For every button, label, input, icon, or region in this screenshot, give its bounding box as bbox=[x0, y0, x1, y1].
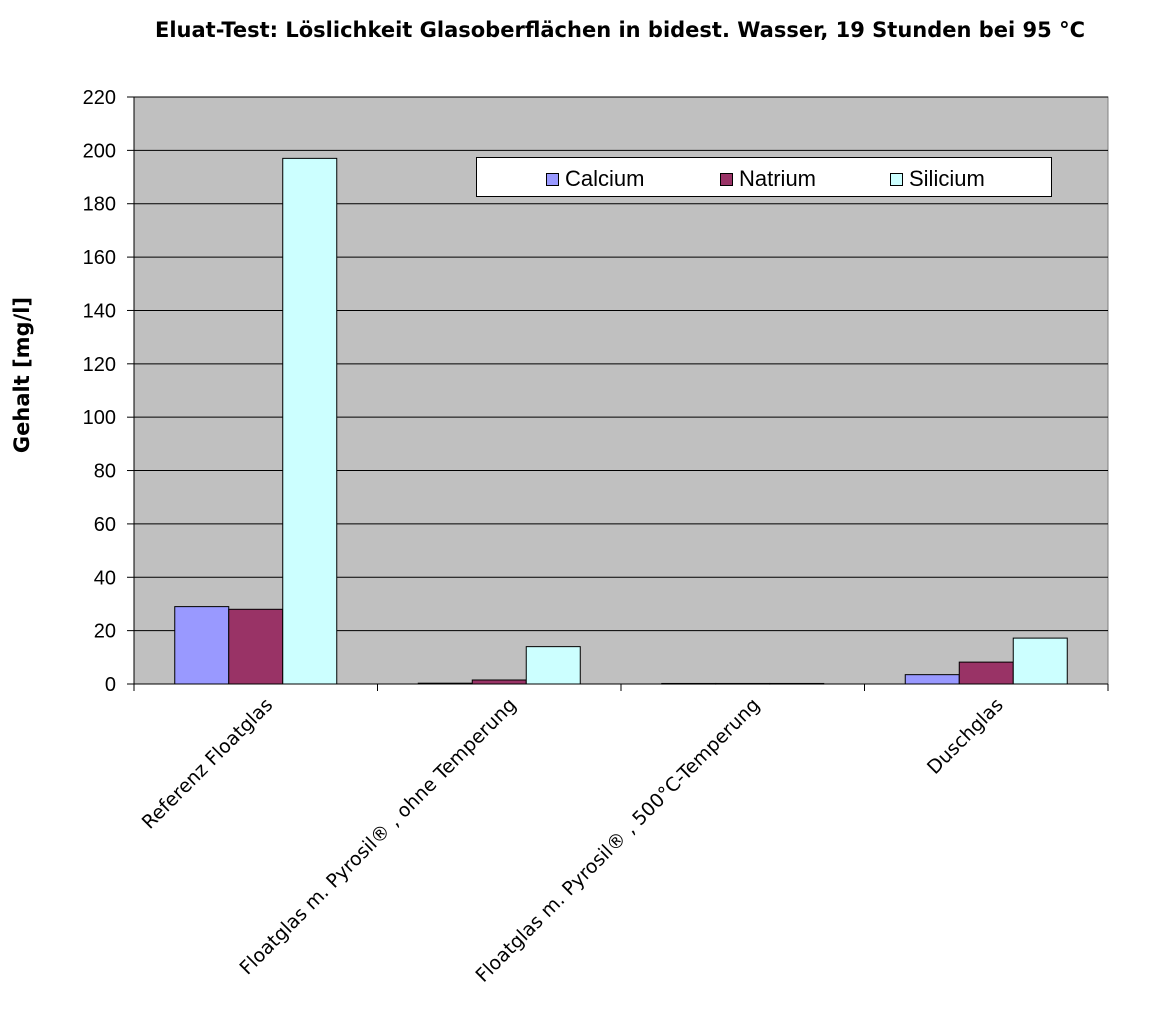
bar-silicium bbox=[1012, 637, 1068, 685]
legend-swatch-silicium bbox=[890, 172, 903, 186]
legend-label-natrium: Natrium bbox=[739, 166, 817, 191]
y-tick-label: 140 bbox=[83, 300, 116, 322]
bar-calcium bbox=[174, 606, 230, 685]
legend-label-calcium: Calcium bbox=[565, 166, 645, 191]
bar-calcium bbox=[417, 682, 473, 685]
y-tick-label: 80 bbox=[94, 461, 116, 483]
y-tick-label: 60 bbox=[94, 514, 116, 536]
bar-silicium bbox=[769, 682, 825, 685]
y-tick-label: 40 bbox=[94, 567, 116, 589]
y-tick-label: 160 bbox=[83, 247, 116, 269]
legend: Calcium Natrium Silicium bbox=[476, 157, 1052, 197]
y-tick-label: 100 bbox=[83, 407, 116, 429]
legend-swatch-calcium bbox=[546, 172, 559, 186]
x-category-label: Floatglas m. Pyrosil® , ohne Temperung bbox=[236, 694, 521, 979]
bar-silicium bbox=[282, 157, 338, 685]
legend-label-silicium: Silicium bbox=[909, 166, 985, 191]
bar-calcium bbox=[904, 674, 960, 685]
chart-title: Eluat-Test: Löslichkeit Glasoberflächen … bbox=[155, 18, 1085, 42]
y-tick-label: 20 bbox=[94, 621, 116, 643]
y-tick-label: 180 bbox=[83, 194, 116, 216]
legend-swatch-natrium bbox=[720, 172, 733, 186]
y-tick-label: 220 bbox=[83, 87, 116, 109]
legend-item-natrium: Natrium bbox=[720, 166, 816, 192]
bar-natrium bbox=[715, 682, 771, 685]
legend-item-silicium: Silicium bbox=[890, 166, 985, 192]
x-category-label: Floatglas m. Pyrosil® , 500°C-Temperung bbox=[471, 694, 764, 987]
legend-item-calcium: Calcium bbox=[546, 166, 644, 192]
bar-silicium bbox=[525, 646, 581, 685]
bar-natrium bbox=[958, 661, 1014, 685]
bar-calcium bbox=[661, 682, 717, 685]
bar-natrium bbox=[228, 608, 284, 685]
y-tick-label: 200 bbox=[83, 140, 116, 162]
y-tick-label: 120 bbox=[83, 354, 116, 376]
x-category-label: Duschglas bbox=[923, 694, 1008, 779]
bar-natrium bbox=[471, 679, 527, 685]
y-tick-label: 0 bbox=[105, 674, 116, 696]
x-category-label: Referenz Floatglas bbox=[138, 694, 278, 834]
